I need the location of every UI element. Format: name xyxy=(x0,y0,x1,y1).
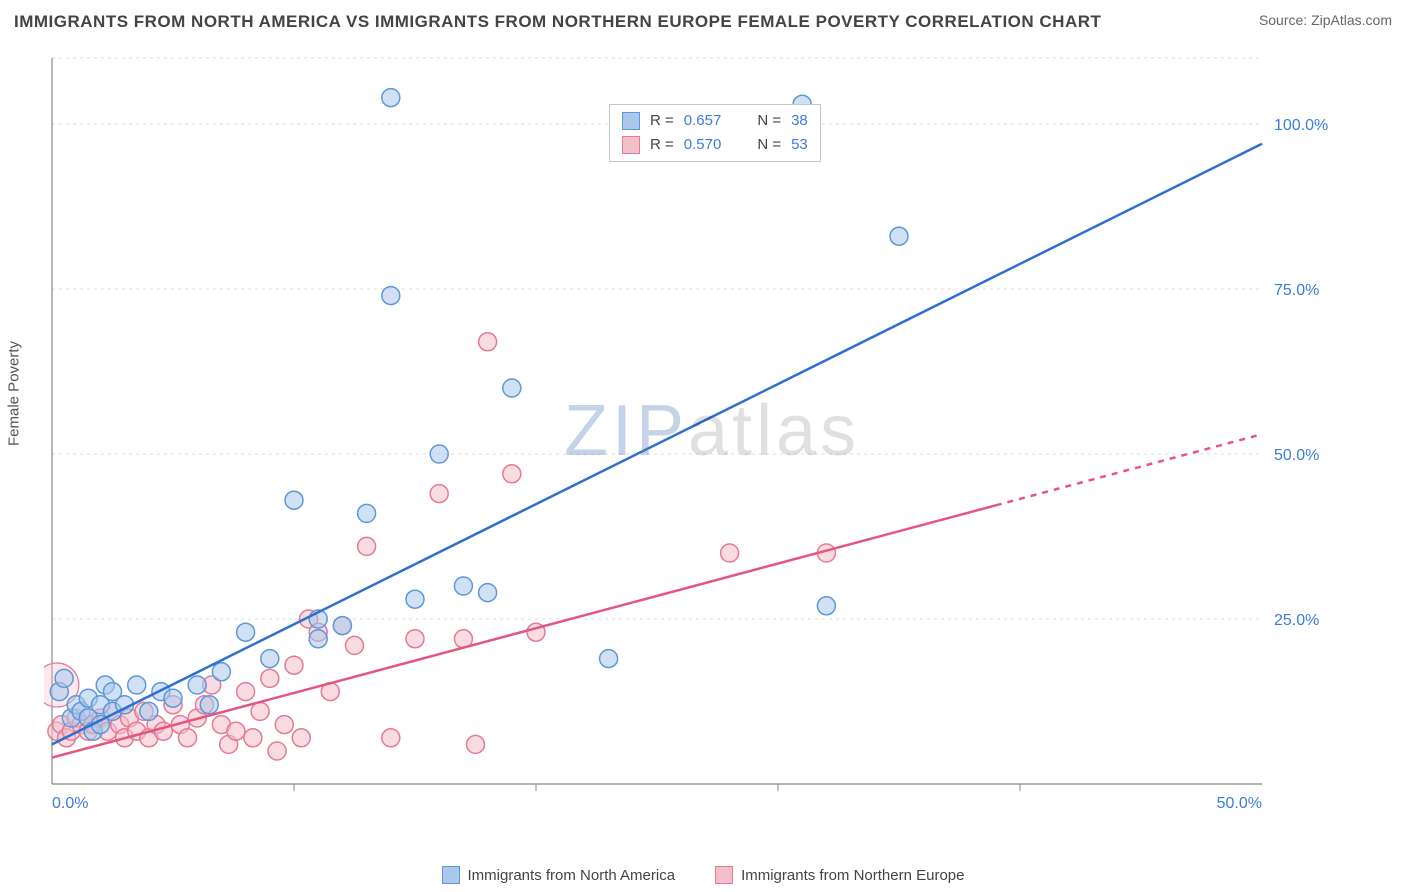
svg-text:50.0%: 50.0% xyxy=(1274,447,1319,464)
n-value: 38 xyxy=(791,109,808,133)
r-value: 0.570 xyxy=(684,133,722,157)
svg-text:75.0%: 75.0% xyxy=(1274,282,1319,299)
r-label: R = xyxy=(650,109,674,133)
y-axis-label: Female Poverty xyxy=(6,341,23,446)
chart-area: 25.0%50.0%75.0%100.0%0.0%50.0% ZIPatlas … xyxy=(44,50,1334,830)
svg-text:50.0%: 50.0% xyxy=(1217,795,1262,812)
correlation-legend-box: R = 0.657 N = 38 R = 0.570 N = 53 xyxy=(609,104,821,162)
n-value: 53 xyxy=(791,133,808,157)
r-label: R = xyxy=(650,133,674,157)
svg-text:25.0%: 25.0% xyxy=(1274,612,1319,629)
legend-item: Immigrants from Northern Europe xyxy=(715,866,964,884)
correlation-legend-row: R = 0.657 N = 38 xyxy=(622,109,808,133)
legend-item: Immigrants from North America xyxy=(442,866,676,884)
legend-label: Immigrants from North America xyxy=(468,867,676,884)
legend-swatch xyxy=(442,866,460,884)
legend-swatch xyxy=(622,136,640,154)
r-value: 0.657 xyxy=(684,109,722,133)
correlation-legend-row: R = 0.570 N = 53 xyxy=(622,133,808,157)
n-label: N = xyxy=(757,133,781,157)
n-label: N = xyxy=(757,109,781,133)
svg-text:100.0%: 100.0% xyxy=(1274,117,1328,134)
source-link[interactable]: ZipAtlas.com xyxy=(1311,12,1392,28)
source-attribution: Source: ZipAtlas.com xyxy=(1259,12,1392,28)
series-legend: Immigrants from North America Immigrants … xyxy=(0,866,1406,884)
source-prefix: Source: xyxy=(1259,12,1311,28)
legend-swatch xyxy=(715,866,733,884)
legend-swatch xyxy=(622,112,640,130)
scatter-plot-svg: 25.0% 50.0% 75.0% 100.0% 0.0% 50.0% xyxy=(44,50,1334,830)
svg-text:0.0%: 0.0% xyxy=(52,795,88,812)
legend-label: Immigrants from Northern Europe xyxy=(741,867,964,884)
chart-title: IMMIGRANTS FROM NORTH AMERICA VS IMMIGRA… xyxy=(14,12,1101,32)
